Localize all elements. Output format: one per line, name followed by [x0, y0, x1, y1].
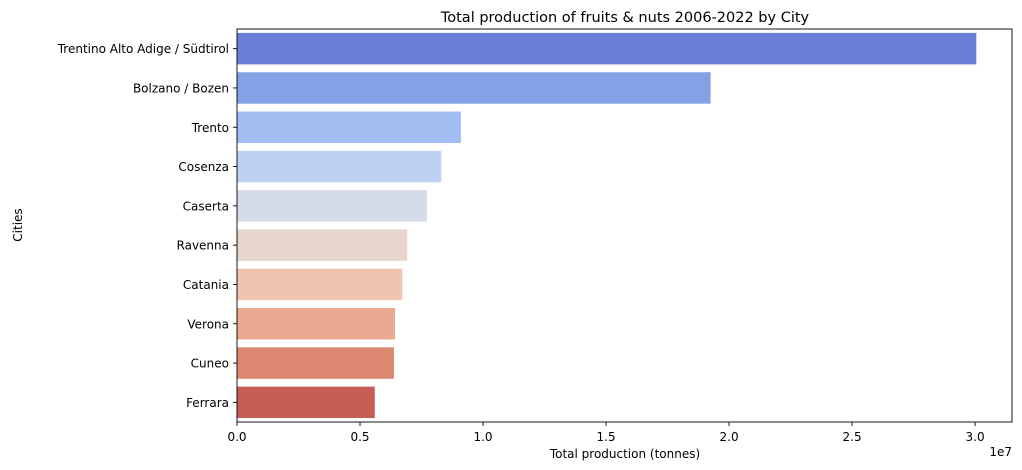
y-axis-label: Cities	[11, 208, 25, 241]
x-tick-label: 0.5	[350, 430, 369, 444]
x-tick-label: 0.0	[227, 430, 246, 444]
x-tick-label: 1.0	[473, 430, 492, 444]
bar-9	[237, 386, 375, 419]
bars-group	[237, 32, 977, 419]
x-tick-label: 3.0	[966, 430, 985, 444]
y-tick-label: Ferrara	[186, 396, 229, 410]
y-tick-label: Ravenna	[177, 239, 229, 253]
y-tick-label: Catania	[183, 278, 229, 292]
y-tick-label: Bolzano / Bozen	[133, 81, 229, 95]
y-tick-label: Cosenza	[178, 160, 229, 174]
bar-2	[237, 111, 461, 143]
chart-title: Total production of fruits & nuts 2006-2…	[440, 10, 810, 26]
bar-3	[237, 150, 442, 183]
x-tick-label: 2.5	[843, 430, 862, 444]
y-axis-ticks: Trentino Alto Adige / Südtirol Bolzano / …	[57, 42, 237, 410]
plot-frame	[236, 28, 1013, 423]
y-tick-label: Trentino Alto Adige / Südtirol	[57, 42, 229, 56]
x-axis-ticks: 0.0 0.5 1.0 1.5 2.0 2.5 3.0	[227, 422, 985, 444]
x-tick-label: 2.0	[720, 430, 739, 444]
bar-1	[237, 72, 711, 104]
x-tick-label: 1.5	[597, 430, 616, 444]
x-offset-label: 1e7	[989, 445, 1012, 459]
y-tick-label: Cuneo	[191, 357, 229, 371]
bar-7	[237, 308, 395, 340]
y-tick-label: Trento	[191, 121, 229, 135]
bar-4	[237, 190, 427, 222]
x-axis-label: Total production (tonnes)	[549, 447, 700, 461]
bar-8	[237, 347, 394, 379]
bar-5	[237, 229, 408, 261]
bar-6	[237, 268, 403, 301]
y-tick-label: Caserta	[183, 199, 229, 213]
y-tick-label: Verona	[187, 317, 229, 331]
bar-0	[237, 32, 977, 65]
